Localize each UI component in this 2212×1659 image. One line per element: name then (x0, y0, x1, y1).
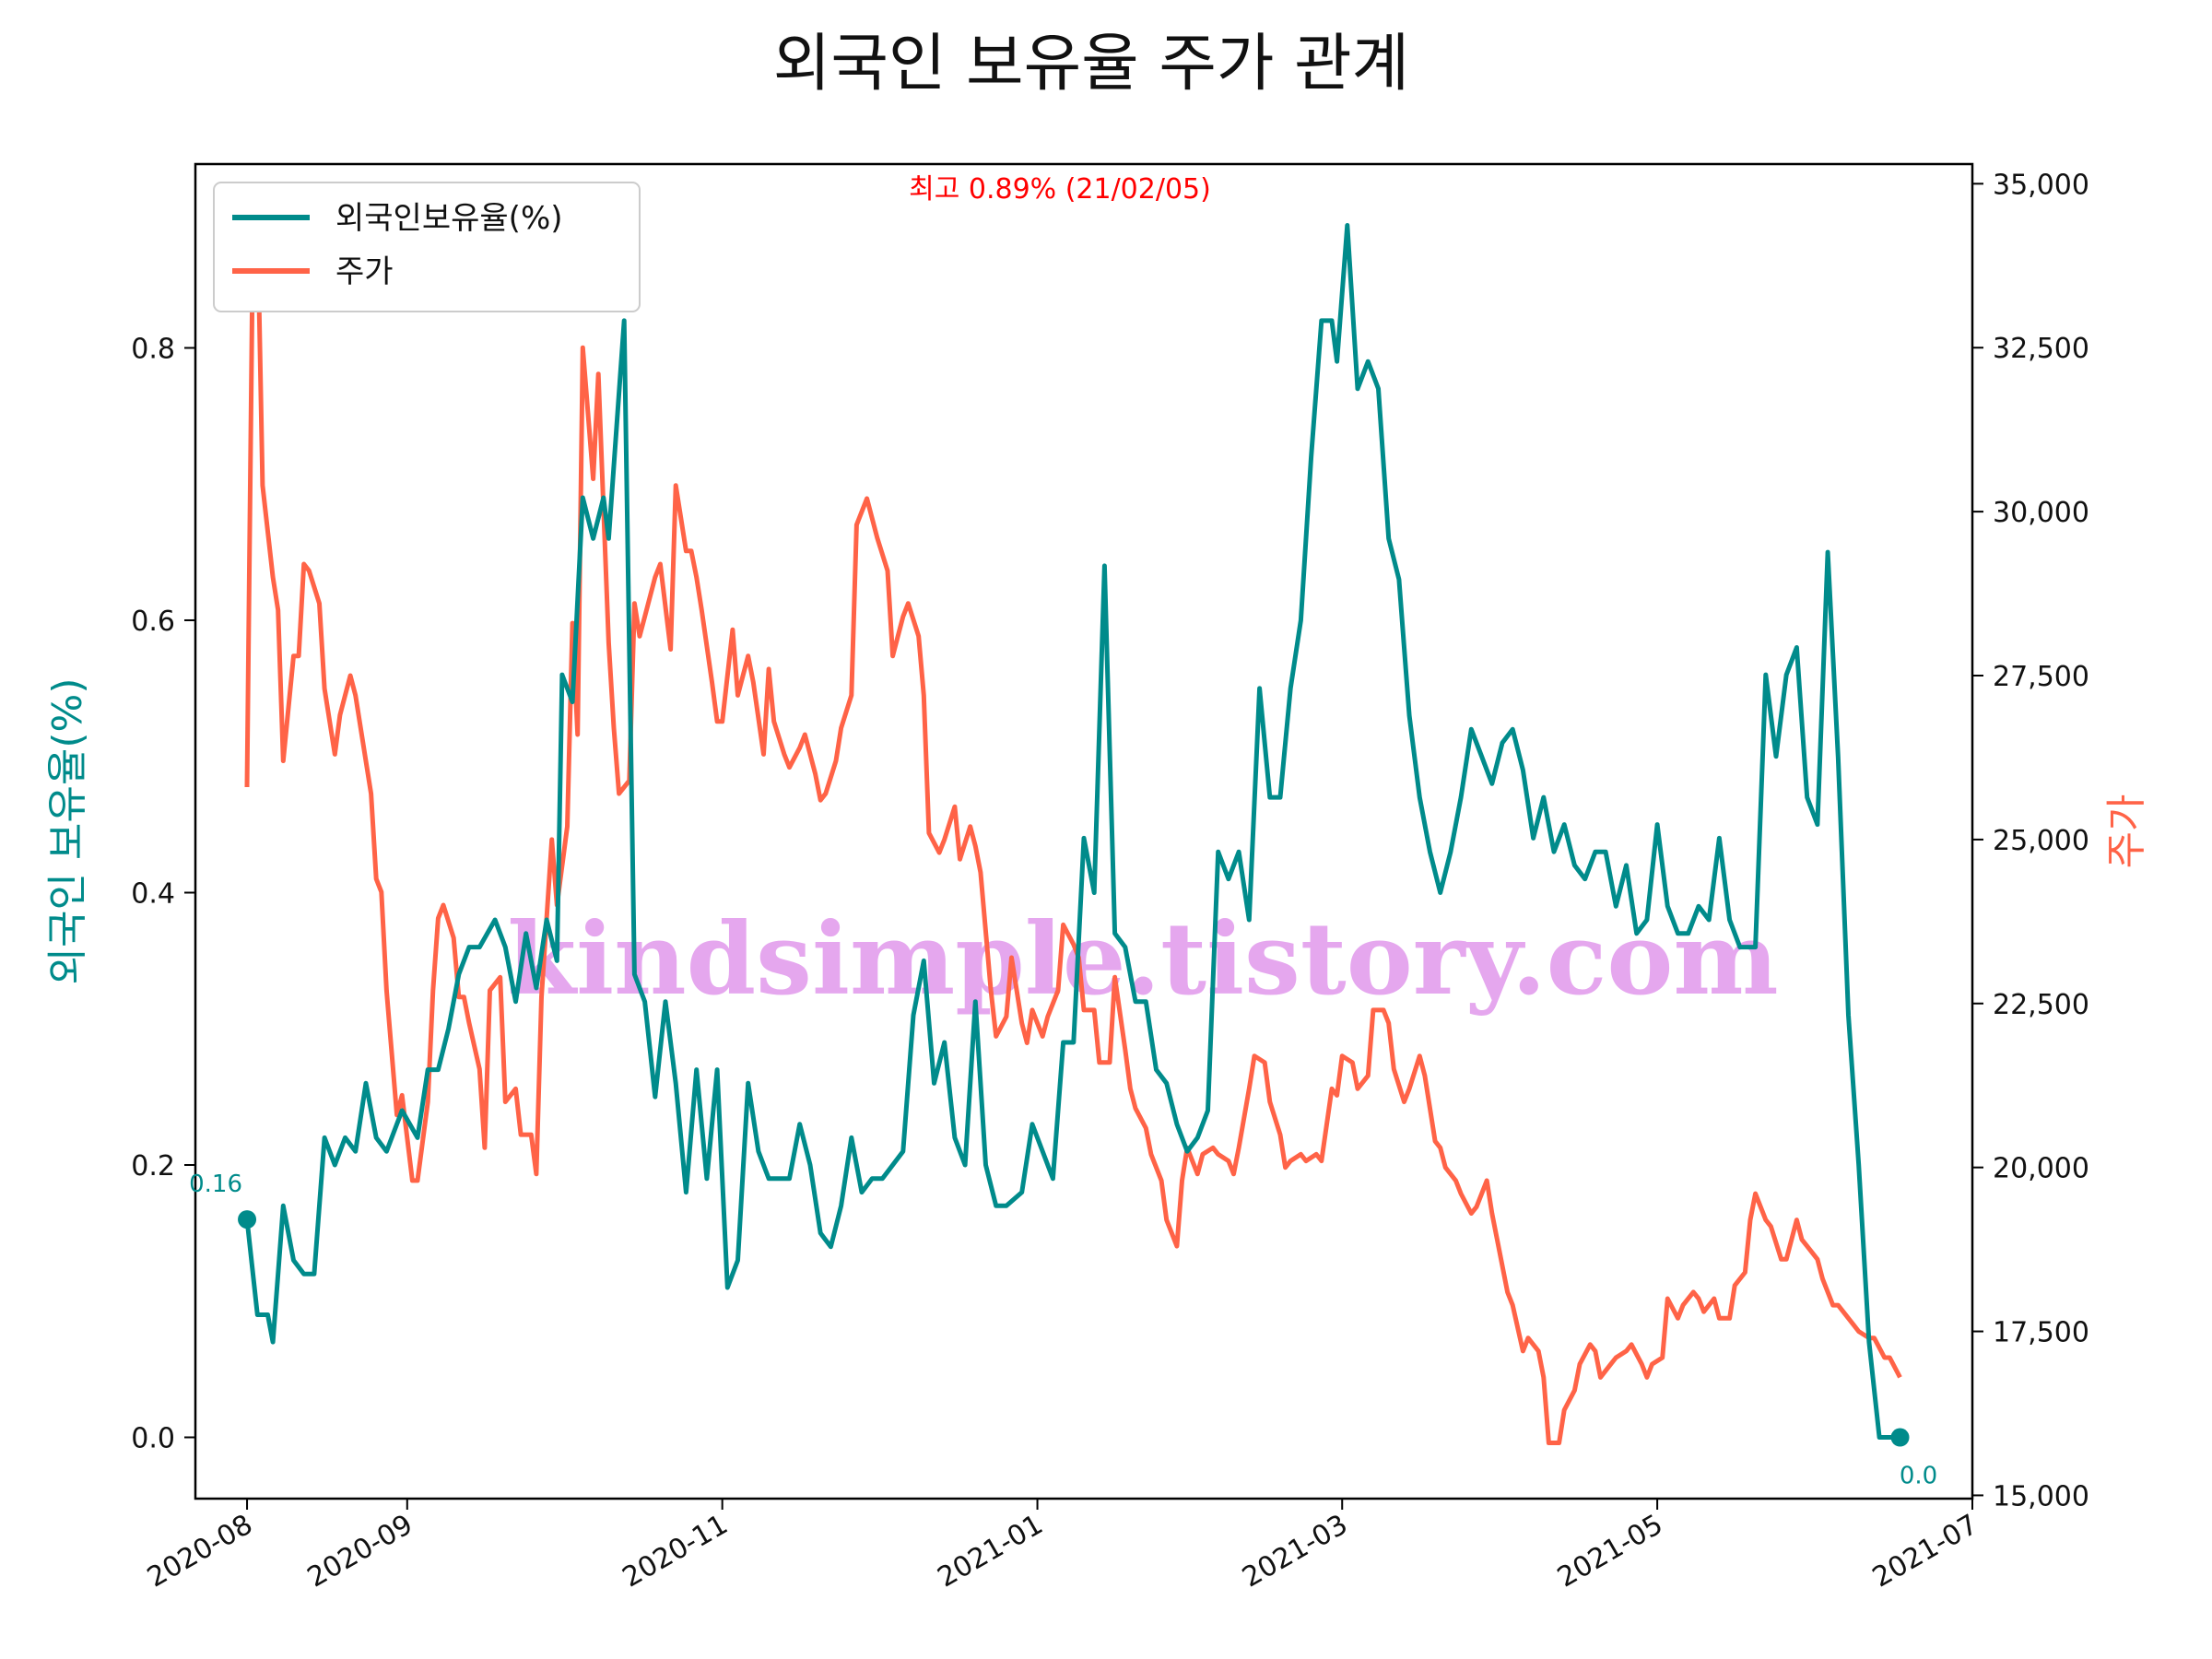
y-axis-label-right: 주가 (2103, 794, 2150, 869)
right-y-tick-label: 35,000 (1993, 169, 2089, 201)
left-y-axis: 0.0 0.2 0.4 0.6 0.8 (131, 333, 195, 1455)
right-y-tick-label: 22,500 (1993, 989, 2089, 1021)
series-line-price (244, 214, 1902, 1445)
left-y-tick-label: 0.2 (131, 1150, 175, 1182)
start-value-label: 0.16 (189, 1171, 242, 1198)
right-y-tick-label: 15,000 (1993, 1480, 2089, 1512)
end-point-marker (1890, 1428, 1910, 1447)
right-y-tick-label: 32,500 (1993, 333, 2089, 365)
x-tick-label: 2021-01 (932, 1509, 1048, 1594)
right-y-tick-label: 20,000 (1993, 1153, 2089, 1185)
plot-area (194, 162, 1974, 1500)
series-layer (244, 214, 1902, 1445)
x-tick-label: 2020-08 (142, 1509, 258, 1594)
x-tick-label: 2020-09 (302, 1509, 418, 1594)
x-axis: 2020-08 2020-09 2020-11 2021-01 2021-03 2021-… (142, 1499, 1983, 1594)
left-y-tick-label: 0.8 (131, 333, 175, 365)
x-tick-label: 2020-11 (618, 1509, 734, 1594)
x-tick-label: 2021-05 (1552, 1509, 1668, 1594)
max-annotation: 최고 0.89% (21/02/05) (909, 173, 1211, 206)
watermark: kindsimple.tistory.com (507, 901, 1778, 1018)
legend-label-price: 주가 (335, 253, 394, 290)
chart-title: 외국인 보유율 주가 관계 (773, 28, 1409, 100)
right-y-tick-label: 17,500 (1993, 1317, 2089, 1349)
y-axis-label-left: 외국인 보유율(%) (44, 677, 91, 984)
left-y-tick-label: 0.4 (131, 877, 175, 910)
right-y-tick-label: 25,000 (1993, 825, 2089, 857)
left-y-tick-label: 0.6 (131, 606, 175, 638)
end-value-label: 0.0 (1900, 1463, 1937, 1490)
legend: 외국인보유율(%) 주가 (213, 182, 641, 312)
right-y-tick-label: 27,500 (1993, 661, 2089, 693)
start-point-marker (238, 1210, 257, 1230)
x-tick-label: 2021-07 (1867, 1509, 1983, 1594)
left-y-tick-label: 0.0 (131, 1423, 175, 1455)
series-line-foreign-holding (244, 223, 1900, 1440)
right-y-axis: 15,000 17,500 20,000 22,500 25,000 27,500 30,0… (1972, 169, 2089, 1512)
legend-label-holding: 외국인보유율(%) (335, 200, 563, 237)
x-tick-label: 2021-03 (1237, 1509, 1353, 1594)
right-y-tick-label: 30,000 (1993, 497, 2089, 529)
